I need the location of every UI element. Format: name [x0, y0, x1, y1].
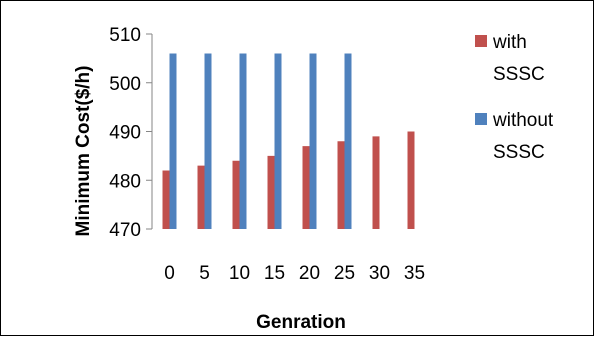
- bar-with-sssc-35: [407, 131, 415, 229]
- bar-with-sssc-20: [302, 146, 310, 229]
- bar-without-sssc-5: [204, 53, 212, 229]
- x-tick-label: 35: [404, 263, 425, 284]
- x-tick-label: 0: [164, 263, 175, 284]
- bar-without-sssc-15: [274, 53, 282, 229]
- bar-without-sssc-10: [239, 53, 247, 229]
- bar-with-sssc-10: [232, 160, 240, 229]
- legend-label: SSSC: [493, 64, 545, 85]
- x-tick-label: 5: [199, 263, 210, 284]
- bar-without-sssc-25: [344, 53, 352, 229]
- x-tick-label: 15: [264, 263, 285, 284]
- x-tick-label: 30: [369, 263, 390, 284]
- bar-without-sssc-20: [309, 53, 317, 229]
- bar-with-sssc-25: [337, 141, 345, 229]
- legend-swatch: [475, 35, 487, 47]
- legend: with SSSC without SSSC: [475, 32, 554, 163]
- bar-without-sssc-0: [169, 53, 177, 229]
- y-tick-label: 500: [109, 74, 141, 95]
- y-tick-label: 470: [109, 220, 141, 241]
- y-tick-label: 490: [109, 123, 141, 144]
- y-tick-label: 480: [109, 171, 141, 192]
- y-tick-label: 510: [109, 25, 141, 46]
- bar-with-sssc-5: [197, 165, 205, 229]
- legend-swatch: [475, 113, 487, 125]
- legend-label: with: [492, 32, 527, 53]
- x-tick-label: 20: [299, 263, 320, 284]
- y-axis-title: Minimum Cost($/h): [73, 66, 94, 237]
- legend-label: without: [492, 110, 554, 131]
- bar-with-sssc-30: [372, 136, 380, 229]
- bar-with-sssc-15: [267, 155, 275, 229]
- bar-with-sssc-0: [162, 170, 170, 229]
- x-tick-label: 25: [334, 263, 355, 284]
- y-axis-ticks: 470 480 490 500 510: [109, 25, 152, 241]
- x-axis-ticks: 0 5 10 15 20 25 30 35: [164, 263, 425, 284]
- x-axis-title: Genration: [256, 312, 346, 333]
- x-tick-label: 10: [229, 263, 250, 284]
- legend-label: SSSC: [493, 142, 545, 163]
- bars-group: [162, 53, 415, 229]
